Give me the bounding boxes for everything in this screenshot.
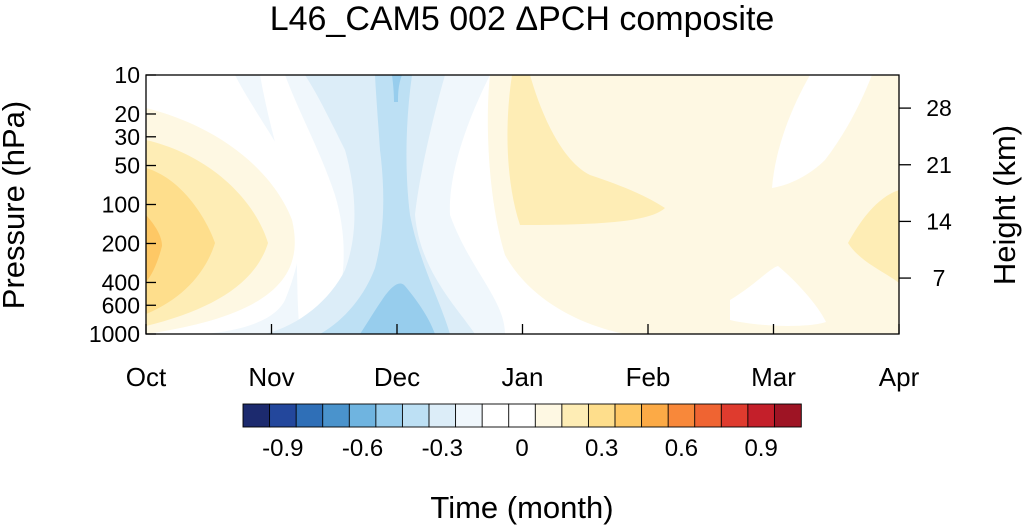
colorbar-swatch [694, 403, 723, 428]
contour-warm-0.1-spring-gap [772, 75, 872, 188]
colorbar-label: -0.9 [262, 435, 303, 462]
colorbar-swatch [375, 403, 404, 428]
x-axis: Oct Nov Dec Jan Feb Mar Apr [126, 324, 920, 392]
x-tick-label: Nov [248, 362, 294, 392]
colorbar-swatch [747, 403, 776, 428]
colorbar-swatch [773, 403, 802, 428]
colorbar-swatch [720, 403, 749, 428]
colorbar-swatch [269, 403, 297, 428]
contour-warm-0.3-october [146, 168, 215, 314]
colorbar-swatch [508, 403, 537, 428]
x-tick-label: Oct [126, 362, 167, 392]
colorbar-swatch [641, 403, 669, 428]
x-tick-label: Mar [751, 362, 796, 392]
x-tick-label: Feb [626, 362, 671, 392]
colorbar-swatch [614, 403, 643, 428]
colorbar-swatch [401, 403, 430, 428]
colorbar-swatch [587, 403, 616, 428]
chart-title: L46_CAM5 002 ΔPCH composite [270, 0, 775, 38]
colorbar-label: 0.3 [585, 435, 618, 462]
plot-area [145, 74, 900, 335]
y-tick-label: 50 [114, 153, 140, 179]
colorbar-label: -0.6 [342, 435, 383, 462]
colorbar-swatch [242, 403, 271, 428]
y2-tick-label: 7 [933, 265, 946, 291]
x-axis-label: Time (month) [430, 490, 613, 525]
colorbar-swatch [667, 403, 696, 428]
contour-cool-0.3-december [320, 75, 450, 334]
y2-axis: 7 14 21 28 [899, 95, 952, 291]
y-tick-label: 400 [102, 269, 140, 295]
colorbar-swatch [348, 403, 377, 428]
colorbar-label: 0.9 [744, 435, 777, 462]
contour-warm-0.2-april [848, 190, 899, 283]
colorbar-swatch [428, 403, 457, 428]
colorbar-swatch [561, 403, 590, 428]
colorbar-swatch [295, 403, 324, 428]
x-tick-label: Apr [879, 362, 920, 392]
x-tick-label: Dec [374, 362, 420, 392]
contour-zero-november [260, 75, 344, 334]
y-axis-label: Pressure (hPa) [0, 101, 31, 309]
y-tick-label: 1000 [89, 321, 140, 347]
y2-tick-label: 14 [926, 208, 952, 234]
colorbar: -0.9 -0.6 -0.3 0 0.3 0.6 0.9 [242, 403, 802, 462]
contour-zero-march [730, 266, 826, 326]
colorbar-label: -0.3 [422, 435, 463, 462]
y-tick-label: 200 [102, 230, 140, 256]
y2-tick-label: 21 [926, 152, 952, 178]
colorbar-label: 0.6 [665, 435, 698, 462]
y-tick-label: 20 [114, 101, 140, 127]
colorbar-swatch [534, 403, 563, 428]
y2-axis-label: Height (km) [987, 125, 1022, 285]
colorbar-label: 0 [515, 435, 528, 462]
colorbar-swatch [481, 403, 510, 428]
y-tick-label: 10 [114, 62, 140, 88]
contour-warm-0.2-january [507, 75, 665, 225]
y2-tick-label: 28 [926, 95, 952, 121]
y-tick-label: 100 [102, 192, 140, 218]
y-tick-label: 30 [114, 124, 140, 150]
y-tick-label: 600 [102, 292, 140, 318]
contour-warm-0.4-october [146, 215, 162, 282]
colorbar-swatch [455, 403, 483, 428]
x-tick-label: Jan [502, 362, 544, 392]
colorbar-swatch [322, 403, 351, 428]
